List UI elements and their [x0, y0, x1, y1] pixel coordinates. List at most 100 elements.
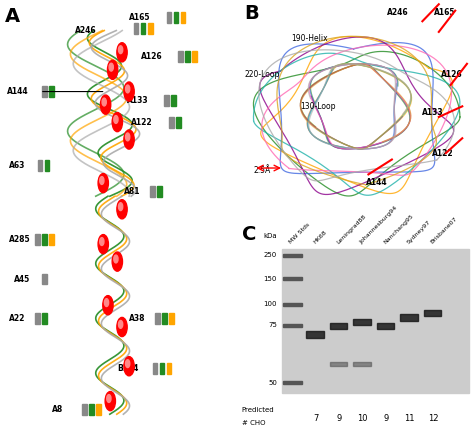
Circle shape — [114, 255, 118, 263]
Text: A: A — [5, 7, 20, 26]
Text: Leningrad88: Leningrad88 — [336, 213, 367, 245]
Text: 150: 150 — [264, 276, 277, 282]
Circle shape — [118, 46, 123, 54]
Text: A133: A133 — [422, 108, 444, 117]
Text: A246: A246 — [387, 8, 409, 17]
Bar — [169, 116, 173, 127]
Bar — [166, 363, 171, 374]
Text: A81: A81 — [124, 187, 141, 196]
Bar — [49, 86, 54, 97]
Circle shape — [126, 133, 130, 141]
Bar — [42, 274, 47, 285]
Circle shape — [117, 317, 127, 337]
Circle shape — [98, 174, 109, 193]
Text: A165: A165 — [434, 8, 456, 17]
Text: 50: 50 — [268, 380, 277, 386]
Circle shape — [107, 395, 111, 402]
Circle shape — [103, 296, 113, 315]
Circle shape — [100, 177, 104, 184]
Bar — [42, 235, 47, 245]
Circle shape — [109, 63, 113, 71]
Circle shape — [126, 85, 130, 93]
Bar — [160, 363, 164, 374]
Bar — [35, 313, 40, 324]
Circle shape — [124, 82, 134, 101]
Text: 190-Helix: 190-Helix — [291, 34, 328, 43]
Text: 75: 75 — [268, 322, 277, 328]
Bar — [96, 405, 101, 415]
Bar — [377, 323, 394, 329]
Text: Brisbane07: Brisbane07 — [429, 216, 458, 245]
Bar — [185, 51, 190, 62]
Bar — [37, 160, 42, 171]
Bar — [141, 23, 146, 34]
Bar — [353, 319, 371, 325]
Text: A126: A126 — [141, 52, 163, 61]
Bar — [49, 235, 54, 245]
Bar — [42, 313, 47, 324]
Circle shape — [100, 238, 104, 245]
Text: kDa: kDa — [263, 233, 277, 239]
Text: 2.5Å: 2.5Å — [254, 166, 271, 175]
Bar — [283, 254, 301, 257]
Circle shape — [100, 95, 111, 114]
Bar — [171, 95, 176, 106]
Bar — [181, 12, 185, 23]
Bar — [82, 405, 87, 415]
Text: A165: A165 — [129, 13, 151, 22]
Bar — [282, 249, 469, 393]
Text: A122: A122 — [432, 149, 454, 158]
Text: Nanchang95: Nanchang95 — [383, 213, 414, 245]
Circle shape — [104, 299, 109, 307]
Text: 100: 100 — [264, 301, 277, 307]
Bar — [330, 323, 347, 329]
Bar — [283, 381, 301, 385]
Text: A126: A126 — [441, 70, 463, 79]
Circle shape — [98, 235, 109, 254]
Circle shape — [124, 357, 134, 376]
Bar — [330, 362, 347, 366]
Bar — [192, 51, 197, 62]
Text: A45: A45 — [14, 275, 30, 283]
Text: A144: A144 — [366, 178, 388, 187]
Bar — [173, 12, 178, 23]
Bar — [89, 405, 94, 415]
Bar — [166, 12, 171, 23]
Bar — [283, 324, 301, 327]
Bar — [400, 314, 418, 321]
Bar — [150, 186, 155, 197]
Circle shape — [117, 200, 127, 219]
Circle shape — [126, 360, 130, 368]
Text: 7: 7 — [313, 415, 319, 423]
Circle shape — [117, 43, 127, 62]
Bar — [42, 86, 47, 97]
Bar — [148, 23, 153, 34]
Bar — [283, 303, 301, 306]
Text: 250: 250 — [264, 252, 277, 258]
Text: Sydney97: Sydney97 — [406, 219, 431, 245]
Bar — [45, 160, 49, 171]
Text: 220-Loop: 220-Loop — [244, 70, 279, 79]
Bar — [283, 277, 301, 280]
Bar — [162, 313, 166, 324]
Circle shape — [112, 252, 122, 271]
Bar — [306, 331, 324, 338]
Bar — [176, 116, 181, 127]
Text: 10: 10 — [357, 415, 368, 423]
Text: 12: 12 — [428, 415, 438, 423]
Circle shape — [108, 60, 118, 79]
Circle shape — [118, 203, 123, 211]
Text: A133: A133 — [127, 96, 148, 105]
Circle shape — [112, 112, 122, 132]
Text: A285: A285 — [9, 235, 31, 244]
Text: A144: A144 — [7, 87, 28, 96]
Text: A22: A22 — [9, 314, 26, 323]
Text: C: C — [242, 225, 256, 245]
Bar — [424, 310, 441, 317]
Bar — [153, 363, 157, 374]
Bar — [157, 186, 162, 197]
Text: A8: A8 — [52, 405, 63, 414]
Text: 9: 9 — [337, 415, 342, 423]
Text: Predicted: Predicted — [242, 408, 274, 413]
Text: A122: A122 — [131, 118, 153, 126]
